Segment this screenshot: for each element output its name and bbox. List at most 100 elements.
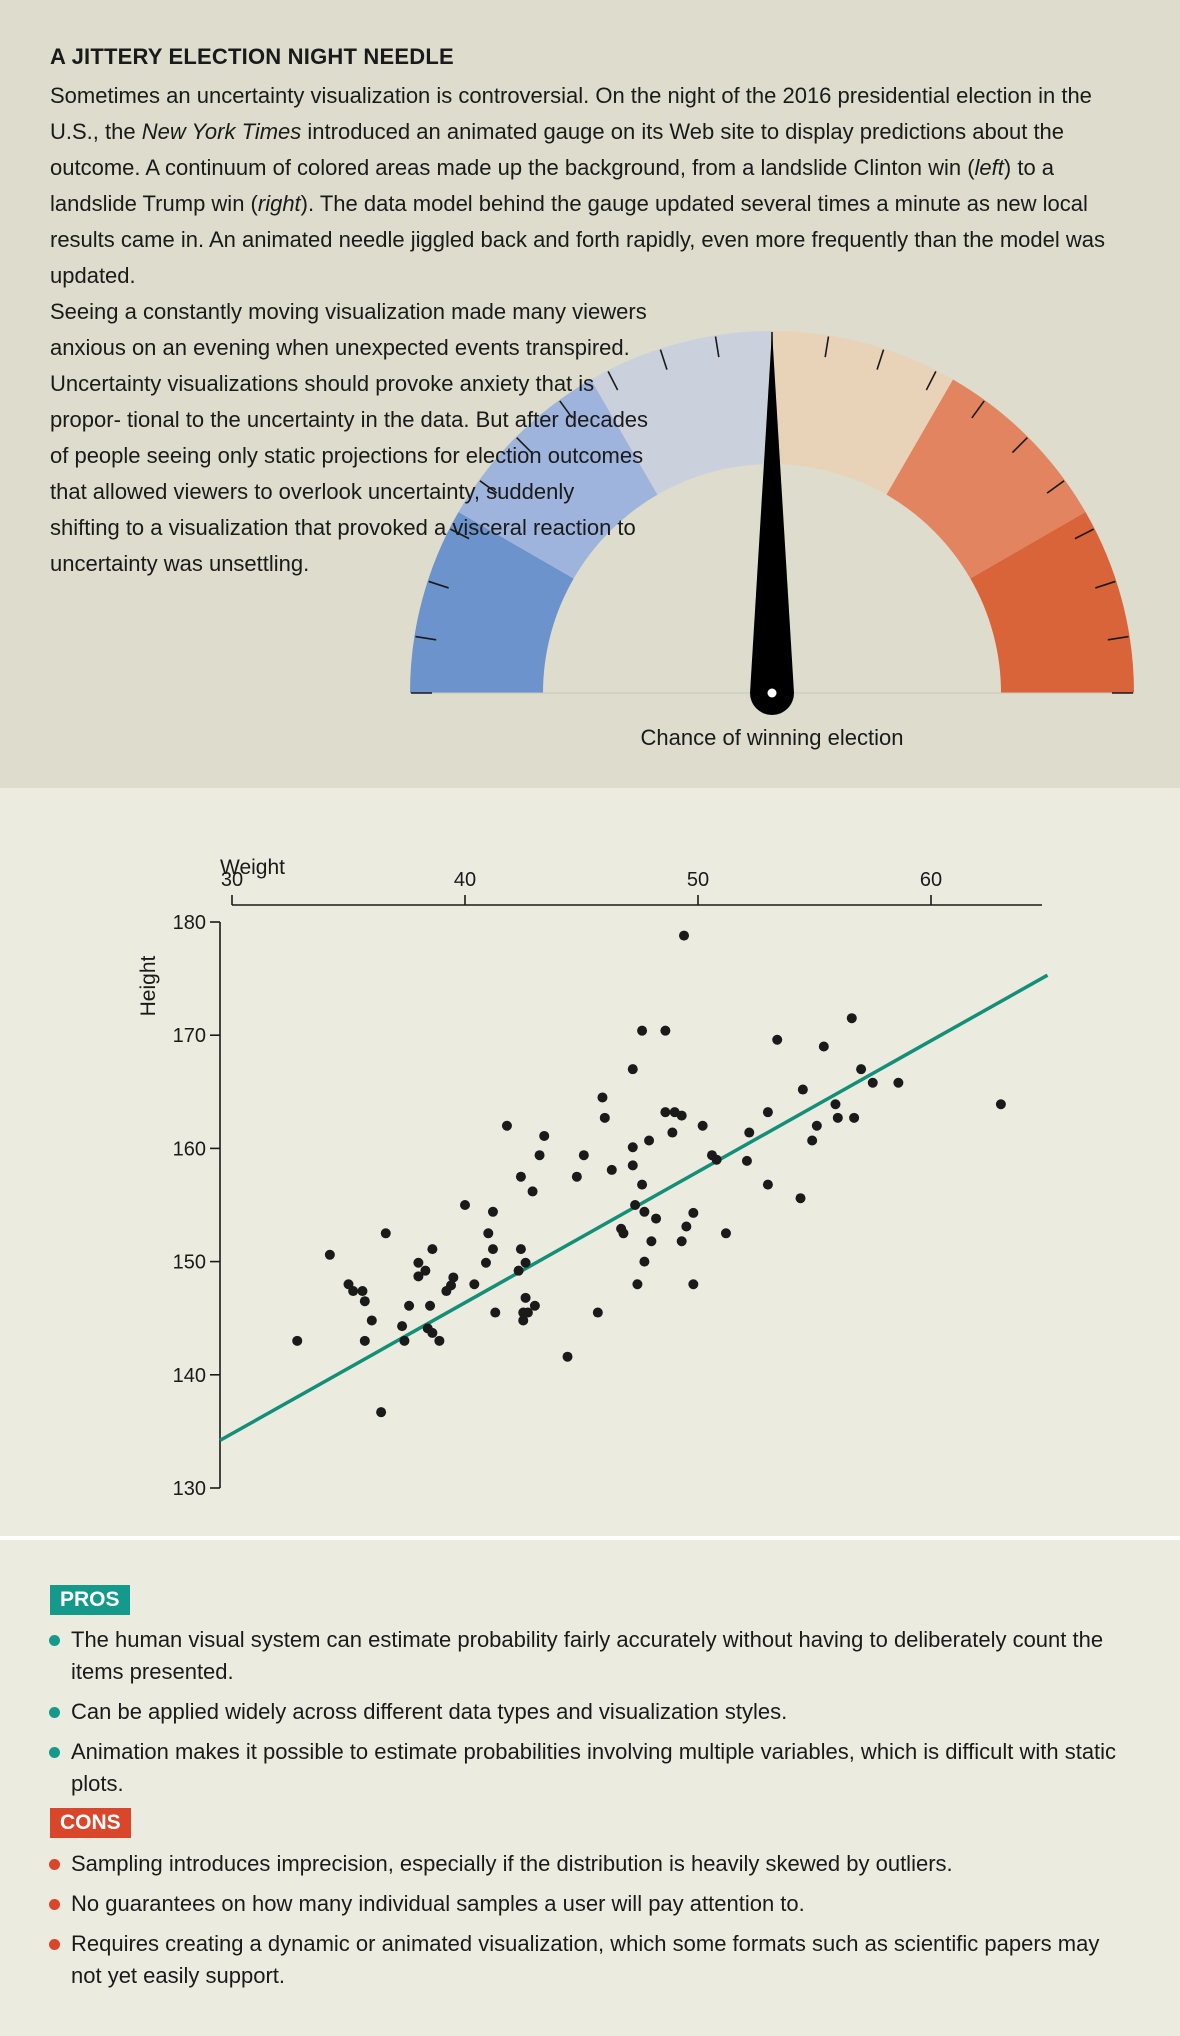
scatter-axes: 30 40 50 60 Weight 130 140 150 160 170 180 Height bbox=[137, 856, 1042, 1500]
data-point bbox=[818, 1041, 829, 1052]
data-point bbox=[660, 1107, 671, 1118]
data-point bbox=[995, 1099, 1006, 1110]
gauge-tick bbox=[1011, 437, 1028, 454]
data-point bbox=[427, 1244, 438, 1255]
data-point bbox=[562, 1351, 573, 1362]
data-point bbox=[606, 1164, 617, 1175]
bullet-dot bbox=[49, 1635, 60, 1646]
data-point bbox=[811, 1120, 822, 1131]
bullet-dot bbox=[49, 1747, 60, 1758]
data-point bbox=[711, 1154, 722, 1165]
y-tick-label: 170 bbox=[173, 1025, 206, 1047]
data-point bbox=[397, 1321, 408, 1332]
y-tick-label: 160 bbox=[173, 1138, 206, 1160]
data-point bbox=[618, 1228, 629, 1239]
gauge-tick bbox=[659, 349, 668, 370]
data-point bbox=[660, 1025, 671, 1036]
direction-right: right bbox=[257, 191, 301, 216]
data-point bbox=[762, 1179, 773, 1190]
data-point bbox=[487, 1244, 498, 1255]
section-divider bbox=[0, 1536, 1180, 1540]
cons-item-text: No guarantees on how many individual sam… bbox=[71, 1891, 805, 1916]
data-point bbox=[529, 1300, 540, 1311]
pros-list: The human visual system can estimate pro… bbox=[48, 1624, 1128, 1808]
data-point bbox=[413, 1257, 424, 1268]
intro-text: introduced an animated gauge on its Web … bbox=[50, 119, 1065, 180]
data-point bbox=[348, 1286, 359, 1297]
data-point bbox=[644, 1135, 655, 1146]
data-point bbox=[762, 1107, 773, 1118]
gauge-bands bbox=[410, 331, 1134, 693]
data-point bbox=[469, 1279, 480, 1290]
data-point bbox=[676, 1236, 687, 1247]
data-point bbox=[490, 1307, 501, 1318]
pros-item: Can be applied widely across different d… bbox=[48, 1696, 1128, 1728]
cons-item: Sampling introduces imprecision, especia… bbox=[48, 1848, 1128, 1880]
data-point bbox=[592, 1307, 603, 1318]
cons-list: Sampling introduces imprecision, especia… bbox=[48, 1848, 1128, 2000]
data-point bbox=[324, 1249, 335, 1260]
data-point bbox=[627, 1142, 638, 1153]
gauge-caption: Chance of winning election bbox=[641, 725, 904, 750]
data-point bbox=[460, 1200, 470, 1210]
data-point bbox=[413, 1271, 424, 1282]
cons-item: No guarantees on how many individual sam… bbox=[48, 1888, 1128, 1920]
pros-item-text: Can be applied widely across different d… bbox=[71, 1699, 788, 1724]
data-point bbox=[578, 1150, 589, 1161]
data-point bbox=[849, 1112, 860, 1123]
data-point bbox=[534, 1150, 545, 1161]
data-point bbox=[667, 1127, 678, 1138]
gauge-tick bbox=[824, 336, 830, 358]
bullet-dot bbox=[49, 1939, 60, 1950]
data-point bbox=[380, 1228, 391, 1239]
data-point bbox=[720, 1228, 731, 1239]
gauge-band bbox=[886, 379, 1086, 579]
data-point bbox=[867, 1077, 878, 1088]
data-point bbox=[539, 1130, 550, 1141]
data-point bbox=[795, 1193, 806, 1204]
gauge-tick bbox=[428, 580, 449, 589]
gauge-tick bbox=[607, 370, 619, 391]
data-point bbox=[639, 1256, 650, 1267]
gauge-tick bbox=[1107, 635, 1129, 641]
pros-item-text: The human visual system can estimate pro… bbox=[71, 1627, 1104, 1684]
scatter-points bbox=[292, 930, 1006, 1418]
data-point bbox=[651, 1213, 662, 1224]
gauge-band bbox=[970, 512, 1134, 693]
data-point bbox=[893, 1077, 904, 1088]
data-point bbox=[513, 1265, 524, 1276]
data-point bbox=[637, 1179, 648, 1190]
data-point bbox=[501, 1120, 512, 1131]
x-tick-label: 40 bbox=[454, 869, 476, 891]
x-tick-label: 30 bbox=[221, 869, 243, 891]
data-point bbox=[359, 1335, 370, 1346]
y-tick-label: 140 bbox=[173, 1365, 206, 1387]
election-needle-panel: A JITTERY ELECTION NIGHT NEEDLE Sometime… bbox=[0, 0, 1180, 788]
intro-text: Sometimes an uncertainty visualization i… bbox=[50, 83, 1092, 144]
data-point bbox=[772, 1034, 783, 1045]
cons-label: CONS bbox=[50, 1808, 131, 1838]
data-point bbox=[483, 1228, 494, 1239]
data-point bbox=[425, 1300, 436, 1311]
gauge-tick bbox=[559, 400, 573, 419]
gauge-tick bbox=[925, 370, 937, 391]
data-point bbox=[599, 1112, 610, 1123]
data-point bbox=[832, 1112, 843, 1123]
data-point bbox=[446, 1280, 457, 1291]
data-point bbox=[637, 1025, 648, 1036]
x-tick-label: 50 bbox=[687, 869, 709, 891]
gauge-band bbox=[772, 331, 953, 495]
gauge-tick bbox=[516, 437, 533, 454]
data-point bbox=[597, 1092, 608, 1103]
bullet-dot bbox=[49, 1707, 60, 1718]
data-point bbox=[357, 1286, 368, 1297]
data-point bbox=[627, 1064, 638, 1075]
data-point bbox=[420, 1265, 431, 1276]
gauge-tick bbox=[714, 336, 720, 358]
gauge-band bbox=[591, 331, 772, 495]
bullet-dot bbox=[49, 1899, 60, 1910]
data-point bbox=[366, 1315, 377, 1326]
pros-item-text: Animation makes it possible to estimate … bbox=[71, 1739, 1117, 1796]
data-point bbox=[520, 1292, 531, 1303]
data-point bbox=[856, 1064, 867, 1075]
